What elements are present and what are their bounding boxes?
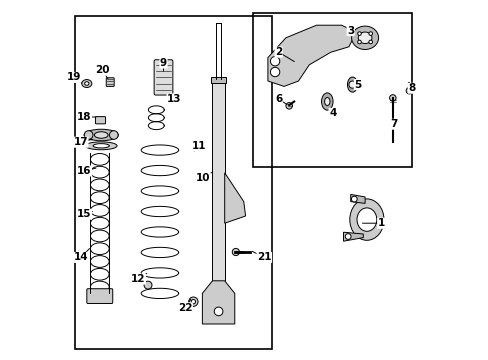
Bar bbox=[253, 13, 411, 167]
Text: 17: 17 bbox=[73, 137, 88, 147]
Ellipse shape bbox=[84, 82, 89, 85]
Polygon shape bbox=[267, 25, 355, 86]
Text: 7: 7 bbox=[389, 119, 397, 129]
Text: 10: 10 bbox=[196, 173, 210, 183]
Ellipse shape bbox=[324, 98, 329, 105]
Ellipse shape bbox=[358, 32, 371, 44]
Circle shape bbox=[406, 87, 412, 94]
Ellipse shape bbox=[321, 93, 332, 110]
Text: 8: 8 bbox=[407, 83, 415, 93]
Text: 5: 5 bbox=[353, 80, 361, 90]
Text: 21: 21 bbox=[257, 252, 271, 262]
Circle shape bbox=[270, 57, 279, 66]
Circle shape bbox=[389, 95, 395, 101]
Circle shape bbox=[368, 40, 372, 44]
Ellipse shape bbox=[356, 208, 376, 231]
Text: 11: 11 bbox=[192, 141, 206, 151]
Text: 20: 20 bbox=[95, 65, 109, 75]
Circle shape bbox=[285, 103, 292, 109]
Circle shape bbox=[357, 32, 361, 35]
Ellipse shape bbox=[93, 144, 109, 148]
Text: 3: 3 bbox=[346, 26, 354, 36]
Circle shape bbox=[345, 234, 350, 239]
Text: 1: 1 bbox=[377, 218, 384, 228]
Text: 2: 2 bbox=[275, 47, 282, 57]
Text: 15: 15 bbox=[77, 209, 91, 219]
FancyBboxPatch shape bbox=[87, 289, 113, 303]
Circle shape bbox=[232, 248, 239, 256]
Text: 6: 6 bbox=[275, 94, 282, 104]
Circle shape bbox=[191, 300, 195, 304]
Circle shape bbox=[84, 131, 93, 139]
Circle shape bbox=[188, 297, 198, 306]
Ellipse shape bbox=[349, 199, 383, 240]
Ellipse shape bbox=[84, 129, 118, 141]
Text: 16: 16 bbox=[77, 166, 91, 176]
FancyBboxPatch shape bbox=[154, 60, 172, 95]
Polygon shape bbox=[202, 281, 234, 324]
Circle shape bbox=[109, 131, 118, 139]
Bar bbox=[210, 77, 226, 83]
FancyBboxPatch shape bbox=[106, 78, 114, 86]
Ellipse shape bbox=[347, 77, 357, 92]
Circle shape bbox=[368, 32, 372, 35]
Circle shape bbox=[144, 281, 152, 289]
Polygon shape bbox=[350, 194, 365, 203]
Ellipse shape bbox=[94, 132, 108, 138]
Ellipse shape bbox=[351, 26, 378, 50]
Circle shape bbox=[351, 196, 356, 202]
Ellipse shape bbox=[81, 80, 92, 87]
FancyBboxPatch shape bbox=[95, 117, 105, 124]
Text: 12: 12 bbox=[131, 274, 145, 284]
Text: 13: 13 bbox=[167, 94, 181, 104]
Circle shape bbox=[357, 40, 361, 44]
Polygon shape bbox=[343, 232, 363, 241]
Bar bbox=[75, 16, 271, 349]
Text: 14: 14 bbox=[73, 252, 88, 262]
Text: 19: 19 bbox=[66, 72, 81, 82]
Text: 9: 9 bbox=[160, 58, 167, 68]
Polygon shape bbox=[224, 173, 245, 223]
Circle shape bbox=[348, 81, 355, 88]
Circle shape bbox=[214, 307, 223, 316]
Text: 22: 22 bbox=[178, 303, 192, 313]
Ellipse shape bbox=[85, 142, 117, 150]
Circle shape bbox=[270, 67, 279, 77]
Bar bbox=[212, 79, 224, 281]
Text: 4: 4 bbox=[328, 108, 336, 118]
Text: 18: 18 bbox=[77, 112, 91, 122]
